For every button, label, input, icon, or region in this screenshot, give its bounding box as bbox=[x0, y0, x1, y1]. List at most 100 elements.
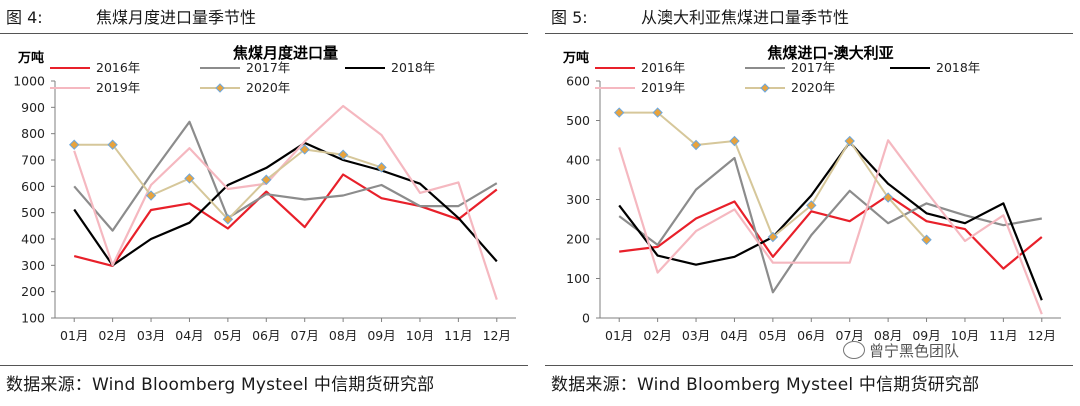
series-line-2017 bbox=[618, 156, 1042, 294]
figure-label: 图 5: bbox=[551, 8, 588, 27]
legend-item-2020: 2020年 bbox=[745, 80, 835, 95]
y-axis-unit-label: 万吨 bbox=[17, 50, 44, 66]
x-tick-label-08: 08月 bbox=[874, 328, 902, 343]
y-tick-label-600: 600 bbox=[21, 179, 45, 194]
x-tick-label-11: 11月 bbox=[989, 328, 1017, 343]
legend-item-2017: 2017年 bbox=[200, 60, 290, 75]
x-tick-label-09: 09月 bbox=[367, 328, 395, 343]
x-tick-label-04: 04月 bbox=[175, 328, 203, 343]
y-tick-label-500: 500 bbox=[21, 205, 45, 220]
series-2020 bbox=[69, 139, 387, 225]
series-2016 bbox=[73, 173, 498, 267]
legend-item-2019: 2019年 bbox=[595, 80, 685, 95]
panel-coking-coal-monthly-imports: 图 4: 焦煤月度进口量季节性 焦煤月度进口量 万吨 100 200 300 400 500 6… bbox=[0, 0, 530, 406]
figure-title: 焦煤月度进口量季节性 bbox=[96, 8, 257, 27]
x-tick-label-05: 05月 bbox=[214, 328, 242, 343]
data-point-2020-4 bbox=[729, 135, 740, 147]
legend-item-2017: 2017年 bbox=[745, 60, 835, 75]
legend-label: 2020年 bbox=[246, 80, 290, 95]
line-chart-monthly-imports: 焦煤月度进口量 万吨 100 200 300 400 500 600 700 800 900 1000… bbox=[13, 44, 516, 343]
legend-marker bbox=[215, 83, 225, 93]
x-tick-label-03: 03月 bbox=[137, 328, 165, 343]
x-tick-label-09: 09月 bbox=[912, 328, 940, 343]
chart-title: 焦煤月度进口量 bbox=[232, 44, 338, 62]
watermark-text: 曾宁黑色团队 bbox=[869, 342, 960, 360]
x-tick-label-01: 01月 bbox=[60, 328, 88, 343]
legend-label: 2019年 bbox=[96, 80, 140, 95]
x-tick-label-11: 11月 bbox=[444, 328, 472, 343]
data-point-2020-7 bbox=[299, 144, 310, 155]
legend-label: 2017年 bbox=[246, 60, 290, 75]
x-tick-label-07: 07月 bbox=[291, 328, 319, 343]
x-tick-label-03: 03月 bbox=[682, 328, 710, 343]
figure-label: 图 4: bbox=[6, 8, 43, 27]
legend-marker bbox=[760, 83, 770, 93]
y-tick-label-200: 200 bbox=[21, 284, 45, 299]
data-point-2020-4 bbox=[184, 173, 195, 184]
y-tick-label-600: 600 bbox=[566, 74, 590, 89]
data-point-2020-3 bbox=[690, 139, 702, 151]
legend-label: 2018年 bbox=[936, 60, 980, 75]
y-tick-label-700: 700 bbox=[21, 153, 45, 168]
x-tick-label-06: 06月 bbox=[797, 328, 825, 343]
series-2019 bbox=[73, 104, 498, 300]
x-tick-label-02: 02月 bbox=[98, 328, 126, 343]
wechat-watermark: 曾宁黑色团队 bbox=[843, 340, 959, 361]
legend-item-2018: 2018年 bbox=[345, 60, 435, 75]
header-rule bbox=[0, 33, 528, 34]
y-tick-label-800: 800 bbox=[21, 126, 45, 141]
x-tick-label-07: 07月 bbox=[836, 328, 864, 343]
series-line-2018 bbox=[73, 141, 498, 267]
series-2017 bbox=[73, 120, 498, 232]
data-point-2020-9 bbox=[921, 234, 932, 245]
data-point-2020-7 bbox=[844, 135, 855, 147]
data-point-2020-1 bbox=[614, 107, 625, 118]
x-tick-label-02: 02月 bbox=[643, 328, 671, 343]
legend-label: 2017年 bbox=[791, 60, 835, 75]
y-tick-label-300: 300 bbox=[566, 192, 590, 207]
wechat-icon bbox=[843, 341, 865, 359]
legend-item-2020: 2020年 bbox=[200, 80, 290, 95]
x-tick-label-12: 12月 bbox=[483, 328, 511, 343]
legend-label: 2016年 bbox=[641, 60, 685, 75]
data-point-2020-5 bbox=[767, 231, 779, 243]
legend-label: 2020年 bbox=[791, 80, 835, 95]
series-line-2019 bbox=[73, 104, 498, 300]
x-tick-label-08: 08月 bbox=[329, 328, 357, 343]
legend-label: 2018年 bbox=[391, 60, 435, 75]
header-rule bbox=[545, 33, 1073, 34]
y-tick-label-200: 200 bbox=[566, 232, 590, 247]
figure-title: 从澳大利亚焦煤进口量季节性 bbox=[641, 8, 850, 27]
series-2019 bbox=[618, 139, 1043, 315]
y-tick-label-100: 100 bbox=[21, 311, 45, 326]
y-tick-label-400: 400 bbox=[566, 153, 590, 168]
x-tick-label-10: 10月 bbox=[951, 328, 979, 343]
x-tick-label-04: 04月 bbox=[720, 328, 748, 343]
y-axis-unit-label: 万吨 bbox=[562, 50, 589, 66]
figure-header: 图 4: 焦煤月度进口量季节性 bbox=[6, 4, 256, 28]
legend-item-2019: 2019年 bbox=[50, 80, 140, 95]
legend-label: 2016年 bbox=[96, 60, 140, 75]
series-2018 bbox=[618, 141, 1043, 301]
panel-australia-coking-coal-imports: 图 5: 从澳大利亚焦煤进口量季节性 焦煤进口-澳大利亚 万吨 0 100 200 300 4… bbox=[545, 0, 1075, 406]
x-tick-label-12: 12月 bbox=[1028, 328, 1056, 343]
y-tick-label-500: 500 bbox=[566, 113, 590, 128]
footer-rule bbox=[0, 365, 528, 366]
x-tick-label-10: 10月 bbox=[406, 328, 434, 343]
legend-item-2018: 2018年 bbox=[890, 60, 980, 75]
source-note: 数据来源：Wind Bloomberg Mysteel 中信期货研究部 bbox=[6, 375, 435, 395]
y-tick-label-1000: 1000 bbox=[13, 74, 45, 89]
x-tick-label-05: 05月 bbox=[759, 328, 787, 343]
series-line-2016 bbox=[73, 173, 498, 267]
data-point-2020-2 bbox=[107, 139, 118, 150]
y-tick-label-0: 0 bbox=[582, 311, 590, 326]
data-point-2020-2 bbox=[652, 107, 663, 118]
legend-item-2016: 2016年 bbox=[50, 60, 140, 75]
figure-header: 图 5: 从澳大利亚焦煤进口量季节性 bbox=[551, 4, 849, 28]
data-point-2020-8 bbox=[882, 192, 894, 203]
data-point-2020-6 bbox=[261, 174, 272, 185]
x-tick-label-06: 06月 bbox=[252, 328, 280, 343]
chart-title: 焦煤进口-澳大利亚 bbox=[766, 44, 893, 62]
source-note: 数据来源：Wind Bloomberg Mysteel 中信期货研究部 bbox=[551, 375, 980, 395]
y-tick-label-100: 100 bbox=[566, 271, 590, 286]
